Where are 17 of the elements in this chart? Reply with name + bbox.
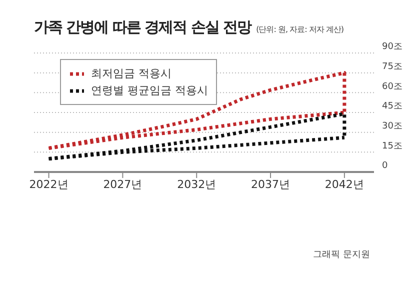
legend-label: 최저임금 적용시	[91, 66, 172, 81]
x-tick-label: 2022년	[29, 178, 68, 191]
y-tick-label: 30조	[382, 122, 402, 132]
chart-subtitle: (단위: 원, 자료: 저자 계산)	[256, 24, 344, 35]
y-tick-label: 45조	[382, 102, 402, 112]
y-tick-label: 60조	[382, 82, 402, 92]
x-tick-label: 2027년	[103, 178, 142, 191]
y-tick-label: 75조	[382, 62, 402, 72]
x-tick-label: 2037년	[251, 178, 290, 191]
legend-label: 연령별 평균임금 적용시	[91, 83, 208, 98]
y-tick-label: 90조	[382, 42, 402, 52]
text: 그래픽 문지원	[312, 249, 371, 261]
y-tick-label: 15조	[382, 141, 402, 152]
chart-title: 가족 간병에 따른 경제적 손실 전망	[34, 18, 252, 37]
x-tick-label: 2032년	[177, 178, 216, 191]
x-tick-label: 2042년	[324, 178, 364, 191]
y-tick-label: 0	[382, 161, 388, 172]
